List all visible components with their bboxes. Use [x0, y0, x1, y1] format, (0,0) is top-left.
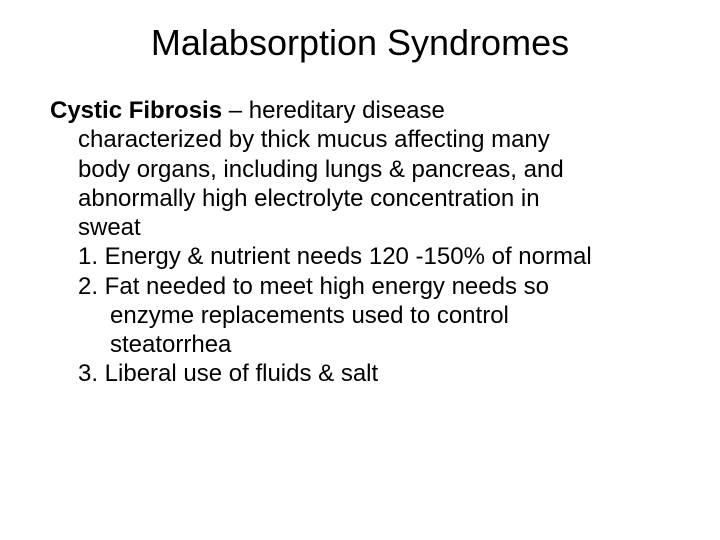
term-cystic-fibrosis: Cystic Fibrosis: [50, 97, 222, 124]
list-item-1: 1. Energy & nutrient needs 120 -150% of …: [78, 242, 670, 271]
list-item-2-cont-1: enzyme replacements used to control: [78, 301, 670, 330]
definition-line-3: body organs, including lungs & pancreas,…: [78, 155, 670, 184]
definition-line-1: hereditary disease: [249, 97, 445, 124]
definition-line-5: sweat: [78, 213, 670, 242]
slide-body: Cystic Fibrosis – hereditary disease cha…: [50, 96, 670, 389]
term-line: Cystic Fibrosis – hereditary disease: [50, 96, 670, 125]
list-item-3: 3. Liberal use of fluids & salt: [78, 359, 670, 388]
definition-line-2: characterized by thick mucus affecting m…: [78, 125, 670, 154]
list-item-2: 2. Fat needed to meet high energy needs …: [78, 272, 670, 301]
list-item-2-cont-2: steatorrhea: [78, 330, 670, 359]
slide-title: Malabsorption Syndromes: [30, 0, 690, 74]
numbered-list: 1. Energy & nutrient needs 120 -150% of …: [78, 242, 670, 388]
term-separator: –: [222, 97, 249, 124]
slide: Malabsorption Syndromes Cystic Fibrosis …: [0, 0, 720, 540]
definition-line-4: abnormally high electrolyte concentratio…: [78, 184, 670, 213]
